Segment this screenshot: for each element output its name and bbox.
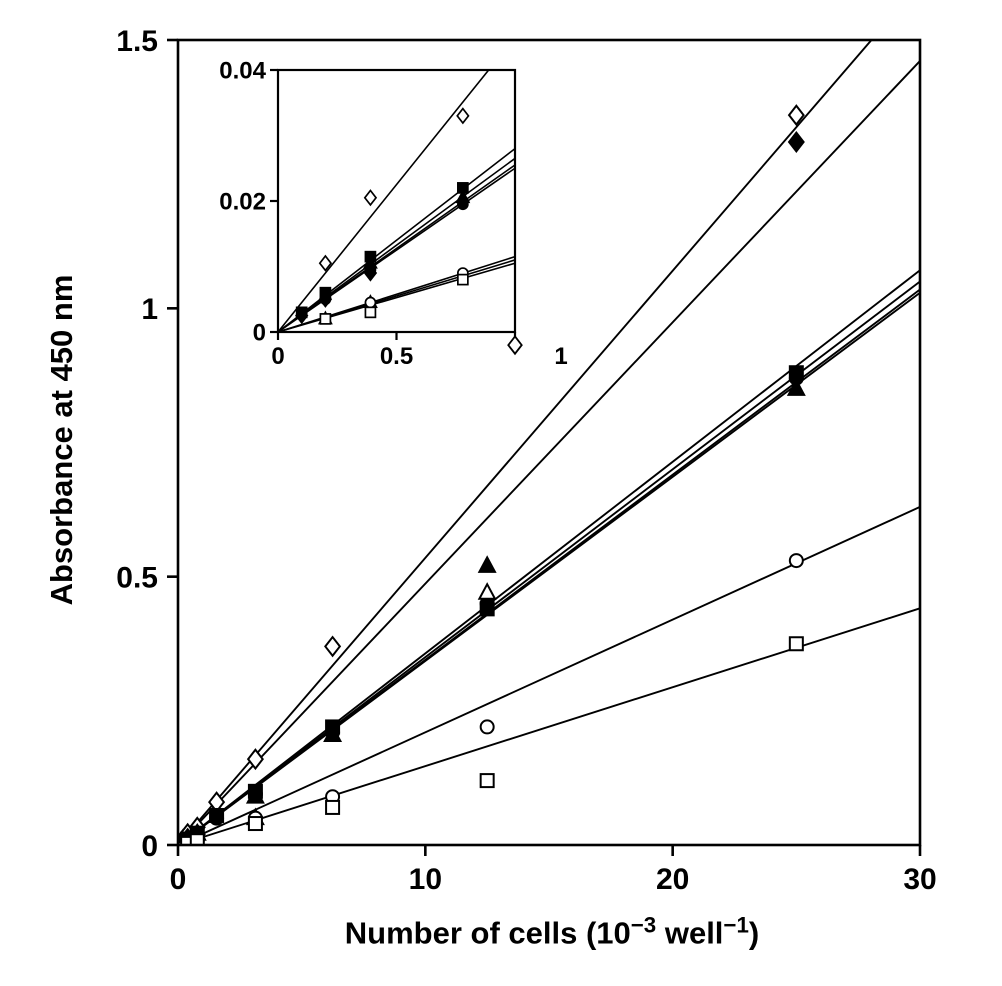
svg-text:1: 1	[554, 343, 567, 370]
svg-text:0: 0	[141, 830, 158, 863]
svg-text:0.04: 0.04	[219, 58, 266, 85]
y-axis-label: Absorbance at 450 nm	[44, 274, 79, 606]
x-axis-label-part: well	[656, 915, 724, 951]
svg-text:0: 0	[253, 320, 266, 347]
x-axis-label: Number of cells (10−3 well−1)	[345, 912, 759, 951]
svg-text:30: 30	[903, 863, 936, 896]
x-axis-label-superscript: −3	[630, 912, 657, 938]
svg-text:1.5: 1.5	[116, 25, 158, 58]
x-axis-label-part: Number of cells (10	[344, 915, 631, 951]
svg-text:0: 0	[170, 863, 187, 896]
svg-text:0: 0	[271, 343, 284, 370]
x-axis-label-superscript: −1	[723, 912, 749, 938]
x-axis-label-part: )	[748, 915, 760, 951]
svg-text:1: 1	[141, 293, 158, 326]
svg-text:0.02: 0.02	[219, 189, 266, 216]
svg-text:10: 10	[409, 863, 442, 896]
svg-text:0.5: 0.5	[380, 343, 413, 370]
svg-text:0.5: 0.5	[116, 561, 158, 594]
svg-text:20: 20	[656, 863, 689, 896]
